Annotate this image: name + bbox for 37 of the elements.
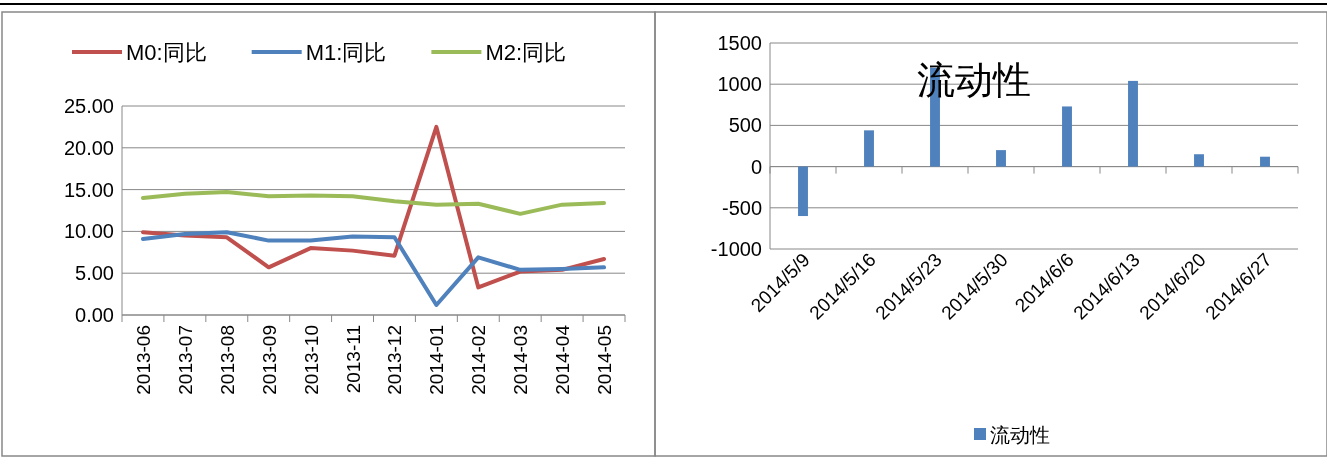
y-tick-label: 0.00 — [75, 304, 114, 326]
x-tick-label: 2014-01 — [426, 325, 448, 395]
y-tick-label: -1000 — [710, 238, 762, 260]
y-tick-label: 1500 — [717, 32, 762, 54]
x-tick-label: 2013-09 — [258, 325, 280, 395]
legend-label: M1:同比 — [305, 40, 387, 65]
y-tick-label: 25.00 — [63, 95, 114, 117]
x-tick-label: 2014-05 — [594, 325, 616, 395]
x-tick-label: 2013-08 — [216, 325, 238, 395]
y-tick-label: 10.00 — [63, 220, 114, 243]
legend-label: M2:同比 — [485, 40, 567, 65]
y-tick-label: 5.00 — [75, 262, 114, 285]
x-tick-label: 2013-06 — [132, 325, 154, 395]
y-tick-label: 500 — [728, 114, 762, 137]
y-tick-label: 15.00 — [63, 178, 114, 201]
line-series — [140, 230, 607, 307]
x-tick-label: 2014-03 — [510, 325, 532, 395]
legend-label: 流动性 — [990, 424, 1050, 446]
y-tick-label: 0 — [750, 155, 762, 178]
y-tick-label: 20.00 — [63, 136, 114, 159]
x-tick-label: 2013-10 — [300, 325, 322, 395]
bar — [1194, 154, 1204, 167]
x-tick-label: 2014-02 — [468, 325, 490, 395]
x-tick-label: 2013-12 — [384, 325, 406, 395]
bar — [864, 130, 874, 167]
x-tick-label: 2013-07 — [174, 325, 196, 395]
line-series — [140, 190, 607, 216]
bar — [1260, 156, 1270, 167]
y-tick-label: 1000 — [717, 73, 762, 96]
bar — [996, 150, 1006, 167]
bar — [798, 166, 808, 217]
bar — [1128, 80, 1138, 167]
bar — [1062, 106, 1072, 167]
y-tick-label: -500 — [721, 196, 762, 219]
legend-label: M0:同比 — [126, 40, 207, 65]
x-tick-label: 2014-04 — [552, 324, 574, 395]
x-tick-label: 2013-11 — [342, 325, 364, 394]
